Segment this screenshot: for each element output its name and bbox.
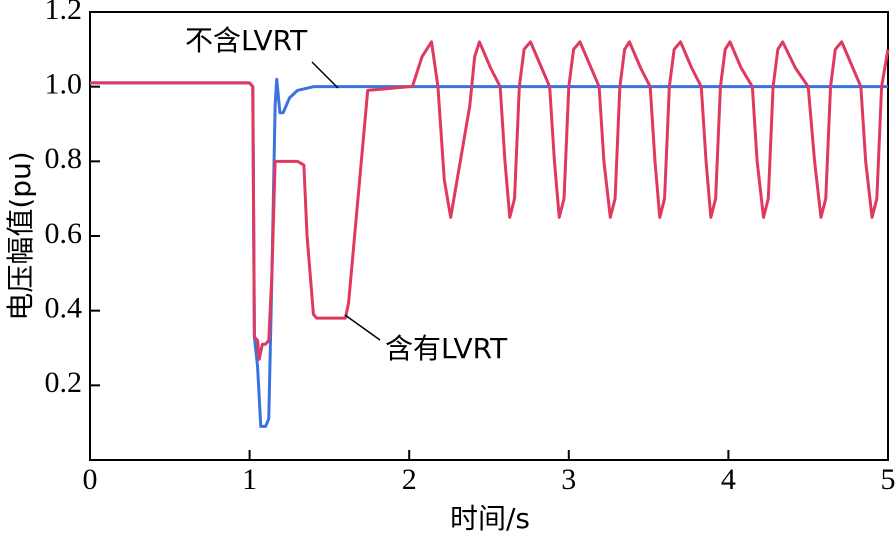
y-tick-label: 1.2 [45,0,83,26]
leader-line [311,61,339,89]
x-axis-label: 时间/s [450,502,530,535]
y-axis-label: 电压幅值(pu) [4,151,37,320]
y-tick-label: 0.4 [45,292,83,325]
x-tick-label: 5 [881,463,896,496]
x-tick-label: 1 [242,463,257,496]
series-label: 不含LVRT [185,24,308,57]
y-tick-label: 1.0 [45,68,83,101]
plot-frame [89,11,889,461]
y-tick-label: 0.2 [45,366,83,399]
y-tick-label: 0.8 [45,142,83,175]
x-tick-label: 0 [83,463,98,496]
series-label: 含有LVRT [385,332,508,365]
x-tick-label: 3 [561,463,576,496]
x-tick-label: 2 [402,463,417,496]
leader-line [344,314,381,341]
series-line [90,77,888,428]
x-tick-label: 4 [721,463,736,496]
series-line [90,40,890,361]
y-tick-label: 0.6 [45,217,83,250]
